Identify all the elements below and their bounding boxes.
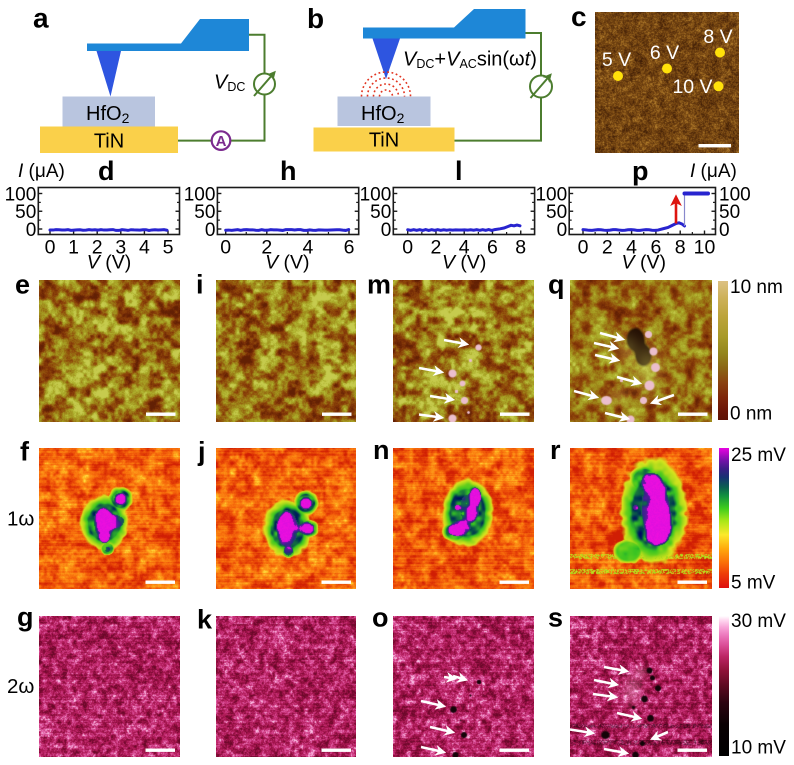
svg-text:V (V): V (V) [442,252,486,274]
svg-text:2: 2 [261,237,272,259]
svg-text:A: A [216,133,227,150]
svg-text:10 nm: 10 nm [730,277,783,298]
svg-text:5 mV: 5 mV [731,573,776,594]
svg-text:6: 6 [487,237,498,259]
svg-text:k: k [197,605,213,635]
svg-text:30 mV: 30 mV [731,611,786,632]
svg-text:0: 0 [220,237,231,259]
svg-text:TiN: TiN [94,131,124,153]
svg-text:4: 4 [139,237,150,259]
svg-text:r: r [550,435,561,465]
svg-text:2: 2 [602,237,613,259]
svg-text:4: 4 [459,237,470,259]
svg-text:q: q [548,270,565,300]
svg-text:10: 10 [694,237,716,259]
svg-text:2ω: 2ω [7,675,34,698]
svg-text:100: 100 [535,184,567,205]
svg-text:8: 8 [515,237,526,259]
svg-text:p: p [632,156,649,186]
svg-text:I (μA): I (μA) [690,161,737,182]
svg-text:100: 100 [184,184,216,205]
svg-text:6: 6 [650,237,661,259]
svg-text:h: h [280,156,297,186]
svg-text:0: 0 [381,220,392,241]
svg-text:100: 100 [360,184,392,205]
svg-text:HfO2: HfO2 [86,103,130,126]
svg-text:0: 0 [719,220,730,241]
svg-text:o: o [372,603,389,633]
svg-text:I (μA): I (μA) [18,161,65,182]
svg-text:0: 0 [402,237,413,259]
svg-text:8 V: 8 V [703,26,732,48]
svg-text:50: 50 [15,202,36,223]
svg-text:V (V): V (V) [265,252,309,274]
svg-text:VDC+VACsin(ωt): VDC+VACsin(ωt) [403,49,537,72]
svg-text:0: 0 [578,237,589,259]
svg-text:a: a [33,3,49,34]
svg-text:g: g [17,602,34,632]
svg-text:0 nm: 0 nm [730,404,772,425]
svg-text:V (V): V (V) [87,252,131,274]
svg-text:i: i [196,270,204,300]
svg-text:b: b [307,3,324,34]
svg-text:e: e [15,270,30,300]
svg-text:50: 50 [370,202,391,223]
svg-text:4: 4 [302,237,313,259]
svg-text:s: s [548,603,563,633]
svg-text:1ω: 1ω [7,508,34,531]
svg-text:2: 2 [431,237,442,259]
svg-text:4: 4 [626,237,637,259]
svg-text:100: 100 [719,184,751,205]
svg-text:3: 3 [115,237,126,259]
svg-text:HfO2: HfO2 [361,103,405,126]
svg-text:0: 0 [557,220,568,241]
svg-text:10 mV: 10 mV [731,738,786,759]
svg-text:V (V): V (V) [622,252,666,274]
svg-text:d: d [98,156,115,186]
svg-text:VDC: VDC [214,72,245,95]
svg-text:8: 8 [675,237,686,259]
svg-text:0: 0 [26,220,37,241]
svg-text:0: 0 [205,220,216,241]
svg-text:TiN: TiN [369,130,399,152]
svg-text:50: 50 [546,202,567,223]
svg-text:25 mV: 25 mV [731,445,786,466]
svg-text:10 V: 10 V [672,76,712,98]
svg-text:50: 50 [719,202,740,223]
svg-text:1: 1 [68,237,79,259]
svg-text:2: 2 [92,237,103,259]
svg-text:5 V: 5 V [602,49,631,71]
svg-text:0: 0 [45,237,56,259]
svg-text:100: 100 [5,184,37,205]
svg-text:j: j [197,437,206,467]
svg-text:50: 50 [194,202,215,223]
svg-text:n: n [373,435,390,465]
svg-text:6 V: 6 V [650,42,679,64]
svg-text:5: 5 [163,237,174,259]
svg-text:c: c [571,1,587,32]
svg-text:l: l [455,156,463,186]
svg-text:6: 6 [344,237,355,259]
svg-text:f: f [20,437,30,467]
svg-text:m: m [367,270,391,300]
